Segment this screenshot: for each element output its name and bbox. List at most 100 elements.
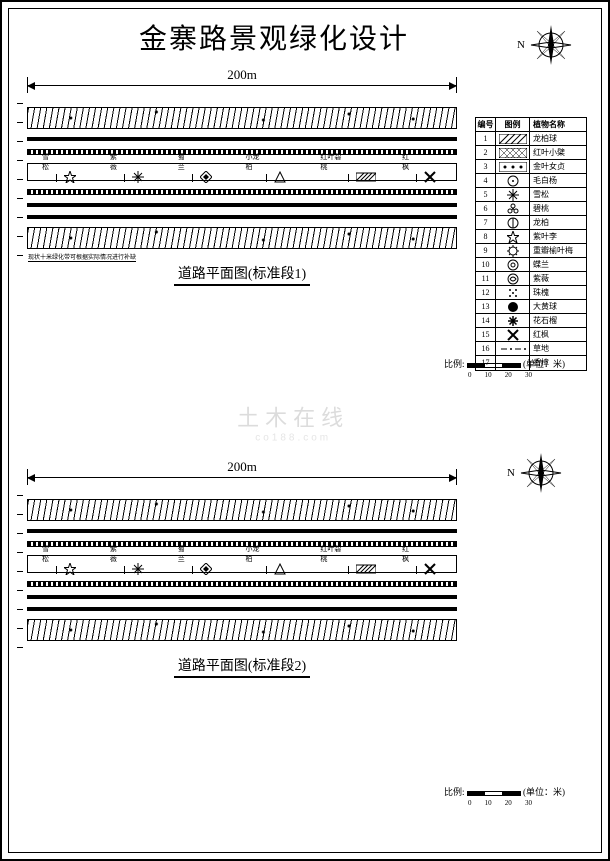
- legend-no: 8: [476, 230, 496, 243]
- lane-strip: [27, 149, 457, 155]
- lane-strip: [27, 581, 457, 587]
- plant-label: 小龙柏: [246, 544, 267, 564]
- plant-callout: 红叶碧桃: [320, 554, 374, 574]
- page-frame: 金寨路景观绿化设计 N N 编号 图例: [0, 0, 610, 861]
- legend-name: 毛白杨: [530, 174, 586, 188]
- scale-unit: (单位：米): [523, 359, 565, 369]
- legend-no: 9: [476, 244, 496, 257]
- legend-symbol-icon: [496, 314, 530, 327]
- leader-line: [266, 566, 267, 574]
- dimension-label: 200m: [227, 459, 257, 475]
- legend-row: 11紫薇: [476, 272, 586, 286]
- legend-no: 6: [476, 202, 496, 215]
- legend-row: 16草地: [476, 342, 586, 356]
- compass-n-label: N: [517, 39, 525, 51]
- green-belt-strip: [27, 619, 457, 641]
- leader-line: [56, 174, 57, 182]
- plant-label: 蜀兰: [178, 544, 192, 564]
- scale-label: 比例:: [444, 787, 465, 797]
- legend-row: 5雪松: [476, 188, 586, 202]
- legend-symbol-icon: [496, 342, 530, 355]
- road-section-2: 200m 雪松紫薇蜀兰小龙柏红叶碧桃红枫 道路平面图(标准段2): [27, 469, 457, 675]
- legend-name: 紫叶李: [530, 230, 586, 244]
- plant-icon: [132, 170, 144, 182]
- legend-no: 4: [476, 174, 496, 187]
- plant-icon: [64, 170, 76, 182]
- leader-line: [192, 566, 193, 574]
- plant-callout: 小龙柏: [246, 162, 293, 182]
- legend-symbol-icon: [496, 244, 530, 257]
- legend-no: 14: [476, 314, 496, 327]
- plant-callout: 紫薇: [110, 162, 150, 182]
- legend-symbol-icon: [496, 146, 530, 159]
- legend-symbol-icon: [496, 300, 530, 313]
- plant-label: 紫薇: [110, 152, 124, 172]
- page-title: 金寨路景观绿化设计: [139, 17, 409, 57]
- legend-name: 龙柏: [530, 216, 586, 230]
- legend-symbol-icon: [496, 258, 530, 271]
- plant-icon: [356, 170, 368, 182]
- legend-symbol-icon: [496, 328, 530, 341]
- legend-row: 9重瓣榆叶梅: [476, 244, 586, 258]
- median-strip: 雪松紫薇蜀兰小龙柏红叶碧桃红枫: [27, 163, 457, 181]
- legend-row: 15红枫: [476, 328, 586, 342]
- leader-line: [56, 566, 57, 574]
- legend-name: 红枫: [530, 328, 586, 342]
- plant-icon: [200, 562, 212, 574]
- plant-label: 红叶碧桃: [320, 544, 348, 564]
- scale-bar: 比例: (单位：米) 0 10 20 30: [444, 785, 565, 807]
- legend-symbol-icon: [496, 230, 530, 243]
- scale-bar: 比例: (单位：米) 0 10 20 30: [444, 357, 565, 379]
- legend-row: 12 珠槐: [476, 286, 586, 300]
- legend-no: 2: [476, 146, 496, 159]
- legend-row: 2红叶小檗: [476, 146, 586, 160]
- legend-name: 珠槐: [530, 286, 586, 300]
- road-section-1: 200m 雪松紫薇蜀兰小龙柏红叶碧桃红枫 现状十米绿化带可根据实际情况进行补缺 …: [27, 77, 457, 283]
- plant-callout: 雪松: [42, 162, 82, 182]
- legend-name: 雪松: [530, 188, 586, 202]
- leader-line: [348, 566, 349, 574]
- legend-row: 6碧桃: [476, 202, 586, 216]
- legend-col-icon: 图例: [496, 118, 530, 131]
- lane-strip: [27, 541, 457, 547]
- leader-line: [124, 566, 125, 574]
- dimension-label: 200m: [227, 67, 257, 83]
- plant-label: 红叶碧桃: [320, 152, 348, 172]
- road-edge-strip: [27, 595, 457, 599]
- road-edge-strip: [27, 607, 457, 611]
- plant-callout: 红叶碧桃: [320, 162, 374, 182]
- plant-icon: [132, 562, 144, 574]
- road-edge-strip: [27, 529, 457, 533]
- road-edge-strip: [27, 215, 457, 219]
- plant-label: 紫薇: [110, 544, 124, 564]
- legend-no: 12: [476, 286, 496, 299]
- legend-name: 蝶兰: [530, 258, 586, 272]
- leader-line: [192, 174, 193, 182]
- plant-icon: [356, 562, 368, 574]
- legend-name: 草地: [530, 342, 586, 356]
- dimension-line: 200m: [27, 77, 457, 95]
- lane-strip: [27, 189, 457, 195]
- scale-label: 比例:: [444, 359, 465, 369]
- plant-icon: [424, 562, 436, 574]
- plant-label: 小龙柏: [246, 152, 267, 172]
- legend-row: 13大黄球: [476, 300, 586, 314]
- compass-icon: N: [529, 23, 573, 67]
- legend-row: 3金叶女贞: [476, 160, 586, 174]
- legend-symbol-icon: [496, 132, 530, 145]
- legend-name: 大黄球: [530, 300, 586, 314]
- legend-name: 金叶女贞: [530, 160, 586, 174]
- legend-row: 4 毛白杨: [476, 174, 586, 188]
- road-edge-strip: [27, 203, 457, 207]
- legend-symbol-icon: [496, 202, 530, 215]
- legend-col-name: 植物名称: [530, 118, 586, 132]
- legend-table: 编号 图例 植物名称 1龙柏球2红叶小檗3金叶女贞4毛白杨5雪松6碧桃7龙柏8紫…: [475, 117, 587, 371]
- legend-symbol-icon: [496, 160, 530, 173]
- plant-icon: [64, 562, 76, 574]
- plant-label: 红枫: [402, 152, 416, 172]
- legend-row: 10蝶兰: [476, 258, 586, 272]
- plant-callout: 小龙柏: [246, 554, 293, 574]
- vertical-ruler: [17, 495, 23, 659]
- plant-label: 雪松: [42, 544, 56, 564]
- legend-row: 8 紫叶李: [476, 230, 586, 244]
